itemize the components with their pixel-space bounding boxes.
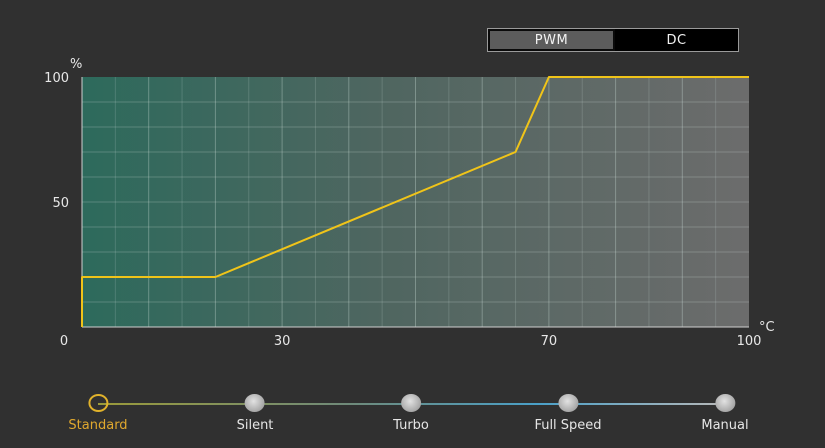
pwm-option[interactable]: PWM [490, 31, 613, 49]
x-tick-label: 100 [737, 334, 762, 349]
x-tick-label: 30 [274, 334, 291, 349]
preset-label: Silent [236, 418, 274, 433]
preset-slider[interactable]: Standard Silent Turbo Full Speed Manual [0, 390, 825, 448]
preset-label: Turbo [393, 418, 429, 433]
preset-label: Standard [68, 418, 128, 433]
preset-knob[interactable] [558, 394, 578, 412]
fan-curve-chart[interactable]: 0 30 70 100 50 100 % °C [0, 0, 825, 380]
x-axis-unit: °C [759, 320, 775, 335]
x-tick-label: 0 [60, 334, 68, 349]
preset-silent[interactable]: Silent [236, 394, 274, 433]
preset-label: Manual [701, 418, 749, 433]
preset-knob[interactable] [245, 394, 265, 412]
grid [82, 77, 749, 327]
preset-knob[interactable] [715, 394, 735, 412]
fan-curve-line [81, 76, 749, 327]
y-axis-label: % [70, 57, 82, 72]
dc-option[interactable]: DC [615, 29, 738, 51]
x-tick-label: 70 [541, 334, 558, 349]
preset-label: Full Speed [534, 418, 602, 433]
y-tick-label: 50 [52, 196, 69, 211]
preset-standard[interactable]: Standard [68, 394, 128, 433]
preset-turbo[interactable]: Turbo [393, 394, 429, 433]
preset-full-speed[interactable]: Full Speed [534, 394, 602, 433]
preset-knob[interactable] [400, 394, 421, 412]
pwm-dc-toggle[interactable]: PWM DC [487, 28, 739, 52]
preset-manual[interactable]: Manual [701, 394, 749, 433]
preset-knob[interactable] [88, 394, 108, 412]
y-tick-label: 100 [44, 71, 69, 86]
plot-area [82, 77, 749, 327]
